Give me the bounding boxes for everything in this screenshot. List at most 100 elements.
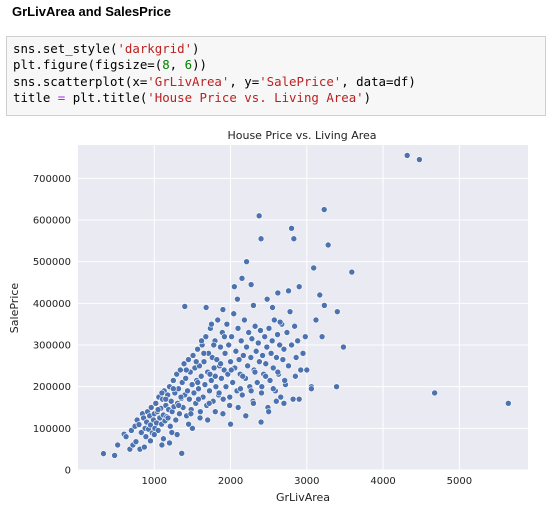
- data-point: [202, 304, 210, 311]
- data-point: [255, 339, 262, 347]
- data-point: [312, 316, 320, 324]
- data-point: [334, 308, 341, 315]
- data-point: [200, 358, 208, 365]
- data-point: [228, 366, 235, 374]
- y-tick-label: 600000: [33, 216, 71, 227]
- data-point: [297, 366, 305, 374]
- data-point: [167, 397, 175, 405]
- data-point: [279, 356, 287, 363]
- y-tick-labels: 0 100000 200000 300000 400000 500000 600000 700…: [33, 174, 71, 477]
- data-point: [321, 302, 328, 309]
- data-point: [166, 439, 173, 447]
- data-point: [267, 350, 275, 357]
- data-point: [183, 366, 190, 374]
- data-point: [263, 295, 271, 303]
- data-point: [178, 450, 186, 457]
- data-point: [219, 306, 227, 313]
- data-point: [158, 441, 166, 449]
- data-point: [150, 431, 158, 438]
- data-point: [147, 437, 154, 445]
- data-point: [185, 356, 192, 363]
- data-point: [172, 416, 180, 424]
- data-point: [251, 368, 259, 376]
- data-point: [277, 393, 285, 401]
- data-point: [273, 397, 280, 405]
- data-point: [269, 364, 277, 372]
- data-point: [166, 422, 174, 430]
- data-point: [217, 343, 224, 351]
- data-point: [187, 410, 195, 418]
- data-point: [269, 385, 277, 393]
- data-point: [340, 343, 347, 351]
- data-point: [265, 408, 272, 415]
- data-point: [189, 352, 197, 359]
- data-point: [158, 389, 166, 397]
- data-point: [269, 304, 276, 311]
- x-tick-label: 5000: [447, 476, 472, 487]
- data-point: [160, 435, 167, 443]
- data-point: [241, 316, 248, 324]
- chart-title: House Price vs. Living Area: [227, 129, 376, 142]
- data-point: [212, 383, 220, 390]
- scatter-chart: House Price vs. Living Area 1000 2000 3000…: [8, 129, 528, 504]
- data-point: [190, 389, 198, 397]
- data-point: [206, 387, 213, 395]
- x-tick-label: 1000: [142, 476, 167, 487]
- data-point: [141, 443, 148, 451]
- data-point: [301, 333, 309, 340]
- data-point: [132, 438, 140, 445]
- data-point: [208, 320, 215, 328]
- data-point: [221, 333, 228, 340]
- data-point: [286, 308, 294, 315]
- data-point: [194, 379, 202, 386]
- data-point: [285, 362, 292, 370]
- data-point: [234, 325, 242, 332]
- code-line-1: sns.set_style('darkgrid'): [13, 41, 200, 56]
- data-point: [239, 372, 247, 380]
- data-point: [220, 366, 228, 374]
- data-point: [268, 337, 276, 345]
- data-point: [310, 264, 317, 272]
- grid-lines: [78, 145, 528, 471]
- data-point: [168, 429, 176, 436]
- data-point: [288, 341, 295, 349]
- data-point: [138, 429, 145, 436]
- data-point: [251, 322, 259, 330]
- data-point: [210, 341, 218, 349]
- data-point: [295, 395, 303, 403]
- data-point: [230, 310, 238, 318]
- data-point: [247, 281, 255, 288]
- code-line-3: sns.scatterplot(x='GrLivArea', y='SalePr…: [13, 73, 416, 89]
- data-point: [194, 345, 201, 353]
- data-point: [200, 350, 208, 357]
- y-tick-label: 300000: [33, 341, 71, 352]
- data-point: [316, 291, 324, 299]
- data-point: [288, 225, 295, 232]
- data-point: [180, 360, 188, 368]
- x-tick-label: 2000: [218, 476, 243, 487]
- section-heading: GrLivArea and SalesPrice: [12, 4, 171, 19]
- data-point: [147, 404, 155, 411]
- data-point: [273, 354, 280, 361]
- data-point: [224, 370, 232, 378]
- data-point: [299, 350, 307, 357]
- data-point: [229, 379, 236, 386]
- data-point: [114, 441, 121, 449]
- data-point: [318, 333, 326, 340]
- code-cell[interactable]: sns.set_style('darkgrid') plt.figure(fig…: [6, 36, 546, 116]
- data-point: [283, 329, 291, 336]
- y-tick-label: 700000: [33, 174, 71, 185]
- data-point: [128, 427, 135, 434]
- data-point: [276, 318, 284, 326]
- data-point: [214, 316, 222, 324]
- data-point: [240, 352, 247, 359]
- data-point: [403, 152, 411, 159]
- data-point: [294, 337, 301, 345]
- data-point: [245, 329, 252, 336]
- data-point: [154, 427, 162, 434]
- x-tick-label: 4000: [370, 476, 395, 487]
- data-point: [505, 400, 512, 407]
- data-point: [173, 370, 180, 378]
- data-point: [170, 385, 177, 393]
- data-point: [271, 316, 278, 324]
